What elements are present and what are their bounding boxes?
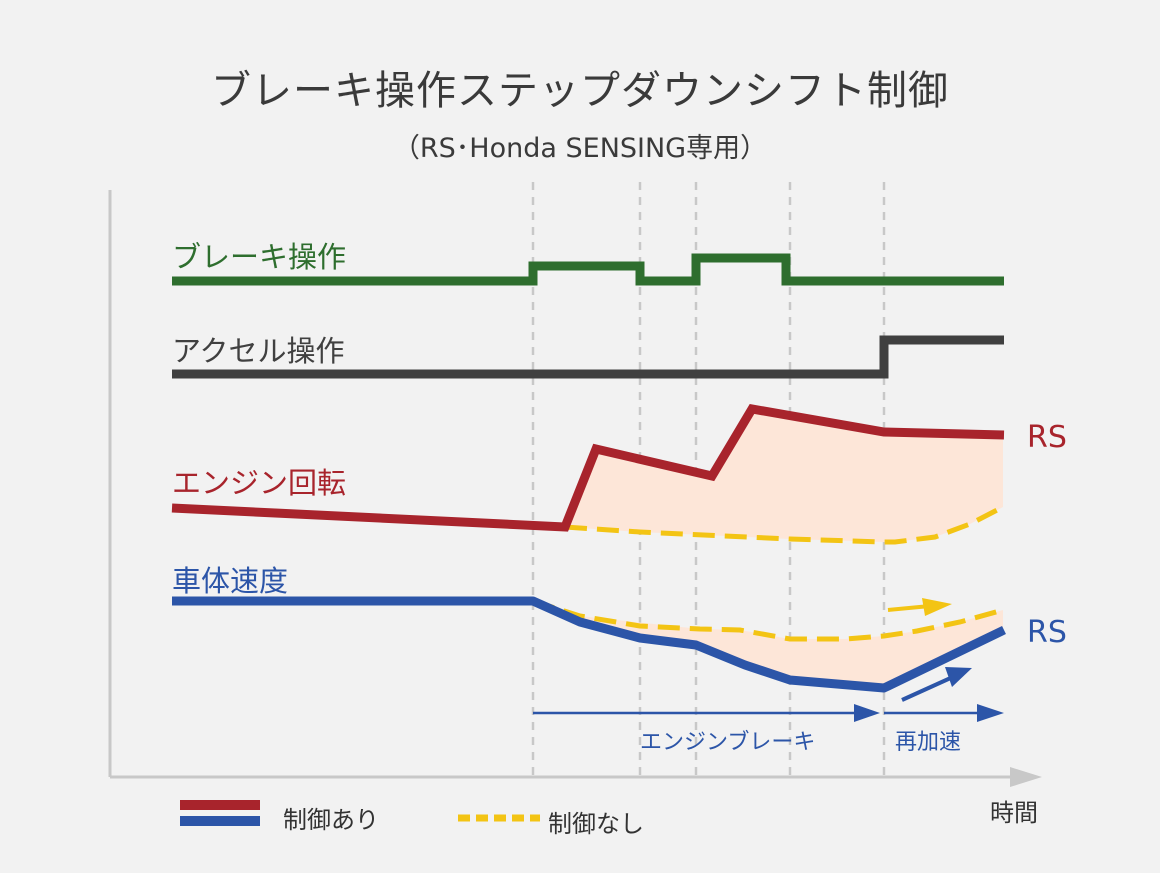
accel-arrow-without-control xyxy=(887,604,931,612)
brake-label: ブレーキ操作 xyxy=(172,240,347,274)
engine-rpm-without-control xyxy=(564,504,1005,545)
engine-brake-arrowhead xyxy=(854,704,880,722)
reacceleration-phase-label: 再加速 xyxy=(895,730,962,755)
legend-swatch-with-control-red xyxy=(180,800,260,810)
speed-without-control xyxy=(532,598,1004,642)
accel-arrowhead-with-control xyxy=(945,667,972,687)
speed-rs-tag: RS xyxy=(1027,615,1067,650)
accel-label: アクセル操作 xyxy=(172,334,345,368)
legend-label-without-control: 制御なし xyxy=(548,810,644,838)
diagram-title: ブレーキ操作ステップダウンシフト制御 xyxy=(211,68,949,114)
engine-brake-phase-label: エンジンブレーキ xyxy=(640,730,816,755)
x-axis-label: 時間 xyxy=(990,799,1038,827)
x-axis-arrowhead xyxy=(1010,767,1042,787)
reacceleration-arrowhead xyxy=(977,704,1004,722)
vehicle-speed-label: 車体速度 xyxy=(172,564,289,598)
accel-arrow-with-control xyxy=(901,674,956,702)
speed-with-control xyxy=(172,596,1006,693)
legend-swatch-with-control-blue xyxy=(180,816,260,826)
engine-rpm-label: エンジン回転 xyxy=(172,466,347,500)
speed-difference-area xyxy=(533,601,1003,688)
diagram-subtitle: （RS･Honda SENSING専用） xyxy=(392,133,768,164)
engine-difference-area xyxy=(565,409,1003,542)
legend-label-with-control: 制御あり xyxy=(283,806,379,834)
accel-signal xyxy=(172,335,1004,379)
engine-rpm-with-control xyxy=(171,404,1005,532)
brake-signal xyxy=(172,253,1004,286)
engine-rs-tag: RS xyxy=(1027,420,1067,455)
accel-arrowhead-without-control xyxy=(922,598,952,616)
